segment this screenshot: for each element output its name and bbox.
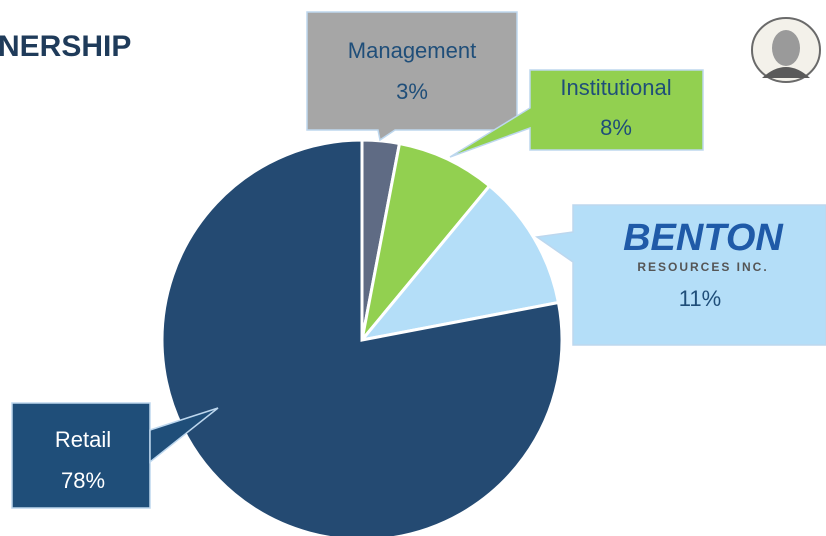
- slice-label: Management: [348, 38, 476, 63]
- slice-label: Institutional: [560, 75, 671, 100]
- logo-tagline: RESOURCES INC.: [637, 260, 768, 274]
- logo-name: BENTON: [623, 217, 784, 259]
- callout: [11, 402, 151, 509]
- value-label: 8%: [600, 115, 632, 140]
- company-icon: [751, 17, 821, 83]
- value-label: 3%: [396, 79, 428, 104]
- callout: [449, 69, 704, 158]
- pie-slice: [360, 141, 492, 341]
- callout: [534, 204, 826, 346]
- pie-slice: [160, 138, 564, 536]
- callout: [306, 11, 518, 142]
- callout-pointer: [149, 407, 219, 464]
- pie-slice: [358, 183, 561, 343]
- chart-title: NERSHIP: [0, 30, 131, 63]
- value-label: 11%: [679, 286, 721, 311]
- value-label: 78%: [61, 468, 105, 493]
- slice-label: Retail: [55, 427, 111, 452]
